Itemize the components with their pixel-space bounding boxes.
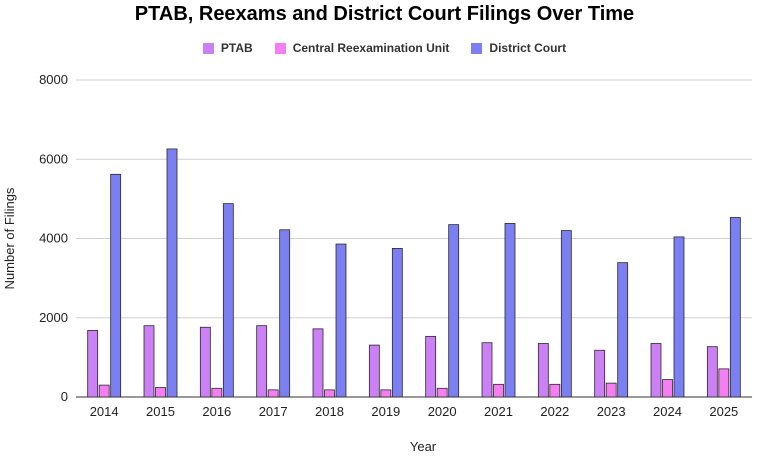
x-tick-label: 2022 <box>540 404 569 419</box>
bar-district-court <box>617 262 629 398</box>
y-tick-label: 0 <box>61 389 68 404</box>
bar-central-reexamination-unit <box>380 389 392 398</box>
x-tick-label: 2016 <box>202 404 231 419</box>
legend-label-central-reexamination-unit: Central Reexamination Unit <box>292 41 450 55</box>
bar-district-court <box>729 217 741 398</box>
bar-central-reexamination-unit <box>436 387 448 398</box>
x-tick-label: 2018 <box>315 404 344 419</box>
x-tick-label: 2024 <box>653 404 682 419</box>
legend-swatch-ptab <box>202 42 214 54</box>
bar-ptab <box>706 346 718 398</box>
bar-ptab <box>481 342 493 398</box>
bar-district-court <box>279 229 291 398</box>
y-tick-label: 2000 <box>39 310 68 325</box>
bar-district-court <box>166 148 178 398</box>
legend-label-district-court: District Court <box>489 41 567 55</box>
bar-ptab <box>368 344 380 398</box>
bar-ptab <box>594 349 606 398</box>
bar-central-reexamination-unit <box>493 383 504 398</box>
bar-district-court <box>110 173 122 398</box>
legend-item-ptab: PTAB <box>202 41 253 55</box>
x-tick-label: 2025 <box>709 404 738 419</box>
bar-ptab <box>199 326 211 398</box>
bar-ptab <box>87 330 99 398</box>
bar-ptab <box>312 328 324 398</box>
legend: PTAB Central Reexamination Unit District… <box>0 41 769 55</box>
bar-ptab <box>256 325 268 398</box>
bar-district-court <box>560 230 572 398</box>
bar-central-reexamination-unit <box>267 389 279 398</box>
legend-item-central-reexamination-unit: Central Reexamination Unit <box>274 41 450 55</box>
x-tick-label: 2014 <box>90 404 119 419</box>
bar-central-reexamination-unit <box>549 383 561 398</box>
chart-title: PTAB, Reexams and District Court Filings… <box>134 3 635 25</box>
bar-ptab <box>650 343 662 398</box>
legend-label-ptab: PTAB <box>220 41 253 55</box>
y-tick-label: 6000 <box>39 151 68 166</box>
bar-district-court <box>448 224 460 398</box>
bar-district-court <box>673 236 685 398</box>
bar-ptab <box>143 325 155 398</box>
x-axis-label: Year <box>410 439 437 454</box>
x-tick-label: 2023 <box>597 404 626 419</box>
bar-central-reexamination-unit <box>98 384 110 398</box>
bar-district-court <box>504 223 516 398</box>
bar-ptab <box>537 343 549 398</box>
bar-central-reexamination-unit <box>211 387 223 398</box>
bar-central-reexamination-unit <box>605 382 617 398</box>
legend-swatch-central-reexamination-unit <box>274 42 286 54</box>
bar-central-reexamination-unit <box>324 389 335 398</box>
bar-central-reexamination-unit <box>662 379 673 398</box>
bar-ptab <box>425 335 437 398</box>
x-tick-label: 2019 <box>371 404 400 419</box>
x-tick-label: 2017 <box>259 404 288 419</box>
x-tick-label: 2015 <box>146 404 175 419</box>
bar-central-reexamination-unit <box>155 387 166 398</box>
legend-swatch-district-court <box>471 42 483 54</box>
y-axis-label: Number of Filings <box>2 187 17 289</box>
bar-district-court <box>222 203 234 398</box>
legend-item-district-court: District Court <box>471 41 566 55</box>
y-tick-label: 8000 <box>39 72 68 87</box>
bar-district-court <box>335 243 347 398</box>
x-tick-label: 2020 <box>428 404 457 419</box>
bar-district-court <box>391 248 403 398</box>
bar-central-reexamination-unit <box>718 368 730 398</box>
y-tick-label: 4000 <box>39 231 68 246</box>
x-tick-label: 2021 <box>484 404 513 419</box>
